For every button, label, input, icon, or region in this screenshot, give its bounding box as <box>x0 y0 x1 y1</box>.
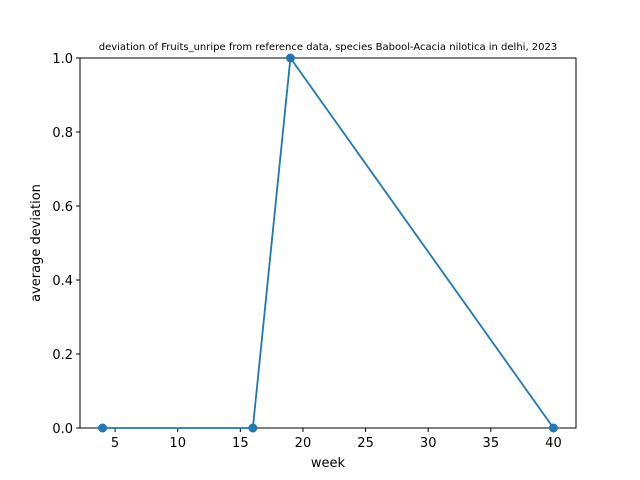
series-layer <box>98 53 558 433</box>
y-tick-label: 0.6 <box>52 200 73 215</box>
data-point <box>248 423 258 433</box>
x-tick-label: 10 <box>169 436 186 451</box>
data-point <box>98 423 108 433</box>
data-point <box>285 53 295 63</box>
x-tick-label: 5 <box>111 436 119 451</box>
data-point <box>548 423 558 433</box>
plot-frame <box>79 57 577 429</box>
y-tick-label: 0.8 <box>52 126 73 141</box>
x-tick-label: 20 <box>295 436 312 451</box>
x-tick-label: 35 <box>483 436 500 451</box>
series-line <box>102 57 555 429</box>
x-tick-label: 40 <box>545 436 562 451</box>
y-axis-ticks: 0.0 0.2 0.4 0.6 0.8 1.0 <box>52 52 80 437</box>
y-tick-label: 0.4 <box>52 274 73 289</box>
x-axis-ticks: 5 10 15 20 25 30 35 40 <box>111 428 562 451</box>
chart-title: deviation of Fruits_unripe from referenc… <box>99 42 558 53</box>
x-axis-label: week <box>311 456 346 471</box>
y-tick-label: 1.0 <box>52 52 73 67</box>
x-tick-label: 15 <box>232 436 249 451</box>
plot-area: 5 10 15 20 25 30 35 40 0.0 0.2 0.4 0.6 0.8 1.0 <box>52 52 577 451</box>
y-tick-label: 0.0 <box>52 422 73 437</box>
y-axis-label: average deviation <box>29 184 44 302</box>
y-tick-label: 0.2 <box>52 348 73 363</box>
x-tick-label: 25 <box>357 436 374 451</box>
x-tick-label: 30 <box>420 436 437 451</box>
